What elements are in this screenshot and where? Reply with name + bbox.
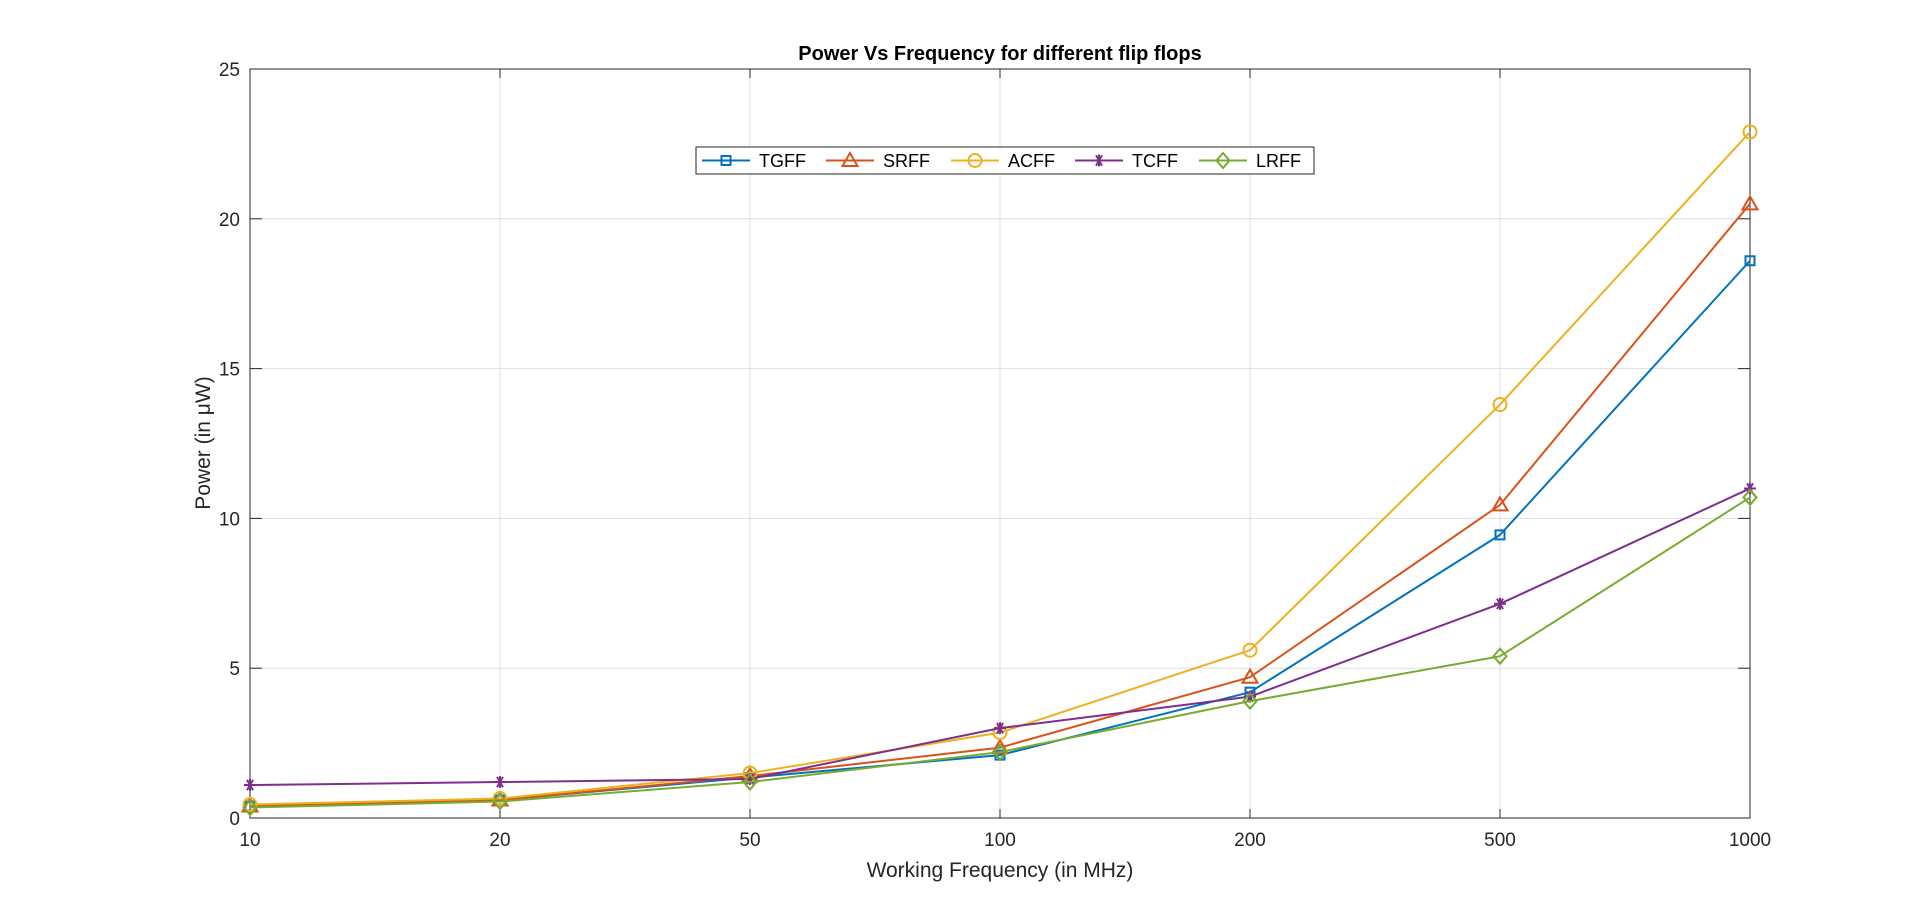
legend-marker bbox=[1215, 151, 1231, 170]
x-tick-label: 20 bbox=[489, 830, 510, 851]
data-point bbox=[1244, 690, 1256, 703]
legend-entry-tcff: TCFF bbox=[1075, 151, 1178, 171]
data-point bbox=[494, 776, 506, 789]
x-tick-labels: 10 20 50 100 200 500 1000 bbox=[239, 830, 1771, 851]
data-point bbox=[1240, 667, 1260, 684]
y-tick-labels: 0 5 10 15 20 25 bbox=[219, 60, 240, 830]
legend-entry-srff: SRFF bbox=[826, 150, 930, 171]
x-tick-label: 1000 bbox=[1729, 830, 1771, 851]
data-point bbox=[1242, 692, 1258, 711]
data-point bbox=[244, 779, 256, 792]
data-point bbox=[1242, 642, 1258, 658]
chart-title: Power Vs Frequency for different flip fl… bbox=[798, 43, 1201, 65]
legend-marker bbox=[840, 150, 860, 167]
data-point bbox=[492, 791, 508, 807]
legend-entry-lrff: LRFF bbox=[1199, 151, 1301, 171]
data-point bbox=[1490, 495, 1510, 512]
y-tick-label: 0 bbox=[229, 809, 240, 830]
data-point bbox=[1492, 397, 1508, 413]
legend: TGFF SRFF ACFF TCFF LRFF bbox=[695, 146, 1315, 175]
x-tick-label: 10 bbox=[239, 830, 260, 851]
plot-frame bbox=[249, 68, 1751, 819]
x-tick-label: 100 bbox=[984, 830, 1016, 851]
legend-label: TGFF bbox=[759, 151, 806, 171]
data-point bbox=[1740, 194, 1760, 211]
y-tick-label: 10 bbox=[219, 509, 240, 530]
x-axis-label: Working Frequency (in MHz) bbox=[867, 859, 1134, 882]
grid bbox=[250, 69, 1750, 818]
legend-marker bbox=[1093, 154, 1105, 167]
legend-label: TCFF bbox=[1132, 151, 1178, 171]
series-lrff bbox=[242, 488, 1758, 817]
data-point bbox=[742, 773, 758, 792]
data-point bbox=[1742, 488, 1758, 507]
data-point bbox=[1494, 597, 1506, 610]
data-point bbox=[1492, 647, 1508, 666]
legend-label: LRFF bbox=[1256, 151, 1301, 171]
data-point bbox=[492, 792, 508, 811]
legend-label: ACFF bbox=[1008, 151, 1055, 171]
data-point bbox=[1742, 124, 1758, 140]
series-line bbox=[249, 496, 1751, 809]
series-line bbox=[249, 203, 1751, 808]
x-tick-label: 200 bbox=[1234, 830, 1266, 851]
data-point bbox=[1744, 255, 1756, 267]
series-layer bbox=[240, 124, 1760, 817]
legend-entry-tgff: TGFF bbox=[702, 151, 806, 171]
y-tick-label: 20 bbox=[219, 210, 240, 231]
legend-marker bbox=[967, 153, 983, 168]
y-axis-label: Power (in μW) bbox=[192, 376, 215, 509]
x-tick-label: 50 bbox=[739, 830, 760, 851]
data-point bbox=[744, 773, 756, 786]
x-tick-label: 500 bbox=[1484, 830, 1516, 851]
y-tick-label: 15 bbox=[219, 360, 240, 381]
legend-marker bbox=[720, 155, 732, 166]
legend-label: SRFF bbox=[883, 151, 930, 171]
data-point bbox=[242, 797, 258, 813]
data-point bbox=[994, 722, 1006, 735]
data-point bbox=[992, 743, 1008, 762]
y-tick-label: 5 bbox=[229, 659, 240, 680]
y-tick-label: 25 bbox=[219, 60, 240, 81]
data-point bbox=[242, 798, 258, 817]
data-point bbox=[1494, 529, 1506, 541]
legend-entry-acff: ACFF bbox=[951, 151, 1055, 171]
